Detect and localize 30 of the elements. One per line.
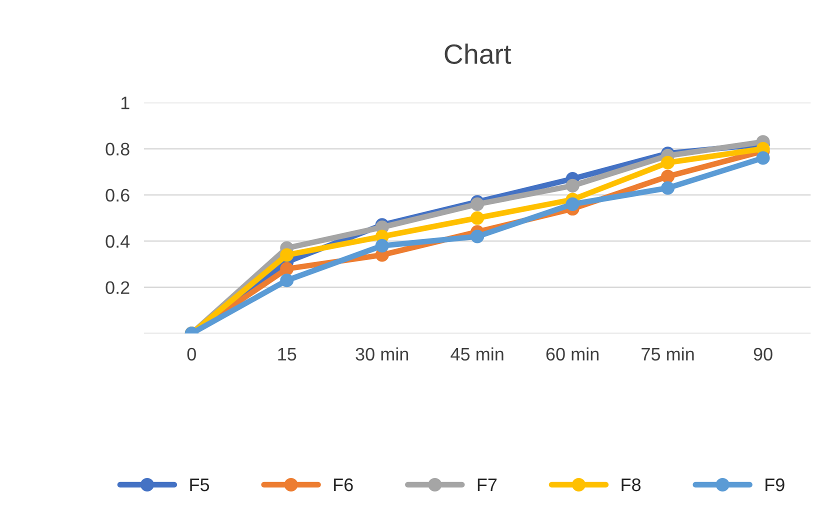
legend-label: F9 [766, 478, 784, 492]
x-tick-label: 75 min [642, 347, 694, 361]
legend-label: F6 [334, 478, 353, 492]
y-tick-label: 0.2 [106, 281, 130, 294]
point [280, 248, 294, 262]
point [280, 274, 294, 288]
legend-label: F8 [622, 478, 641, 492]
y-tick-label: 1 [121, 96, 130, 110]
point [566, 178, 580, 192]
point [661, 156, 675, 170]
point [470, 230, 484, 244]
x-tick-label: 60 min [546, 347, 598, 361]
point [661, 181, 675, 195]
point [661, 170, 675, 184]
point [375, 238, 389, 252]
y-tick-label: 0.6 [106, 188, 130, 202]
x-tick-label: 45 min [450, 347, 504, 361]
point [756, 151, 770, 165]
x-tick-label: 30 min [356, 347, 408, 361]
legend-label: F5 [190, 478, 210, 492]
x-tick-label: 90 [754, 348, 772, 361]
point [470, 211, 484, 225]
x-tick-label: 15 [278, 348, 296, 361]
legend-label: F7 [478, 478, 497, 492]
y-tick-label: 0.8 [106, 142, 130, 156]
x-tick-label: 0 [187, 348, 196, 361]
point [280, 262, 294, 276]
point [566, 197, 580, 211]
chart-title: Chart [444, 44, 512, 64]
y-tick-label: 0.4 [106, 235, 130, 248]
